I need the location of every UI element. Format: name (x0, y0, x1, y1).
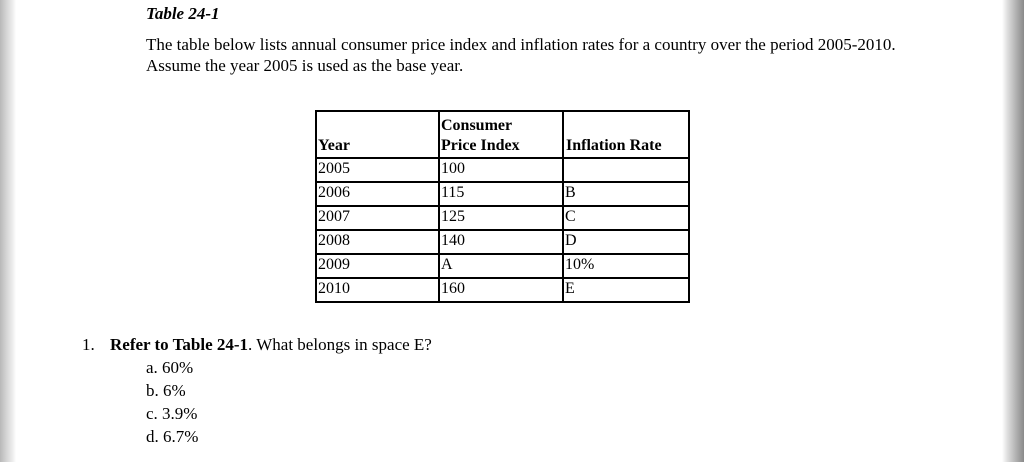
cell-year: 2005 (315, 157, 440, 183)
answer-letter: b. (146, 381, 159, 400)
table-row: 2009 A 10% (315, 253, 690, 279)
cell-inflation: D (562, 229, 690, 255)
header-year: Year (315, 110, 440, 159)
cell-year: 2006 (315, 181, 440, 207)
header-cpi: Consumer Price Index (438, 110, 564, 159)
cell-inflation: B (562, 181, 690, 207)
question-table-reference: Refer to Table 24-1 (110, 335, 249, 354)
cell-inflation: E (562, 277, 690, 303)
answer-letter: c. (146, 404, 158, 423)
cell-inflation (562, 157, 690, 183)
answer-letter: d. (146, 427, 159, 446)
header-inflation: Inflation Rate (562, 110, 690, 159)
cell-inflation: C (562, 205, 690, 231)
cell-year: 2008 (315, 229, 440, 255)
table-row: 2010 160 E (315, 277, 690, 303)
answer-text: 3.9% (162, 404, 198, 423)
table-title: Table 24-1 (146, 4, 220, 23)
cell-cpi: 100 (438, 157, 564, 183)
cell-cpi: A (438, 253, 564, 279)
cpi-table: Year Consumer Price Index Inflation Rate… (315, 110, 690, 303)
right-page-shadow (1002, 0, 1024, 462)
question-number: 1. (82, 335, 95, 354)
answer-text: 60% (162, 358, 194, 377)
cell-year: 2010 (315, 277, 440, 303)
answer-option-b: b. 6% (146, 379, 198, 402)
cell-cpi: 160 (438, 277, 564, 303)
question: 1. Refer to Table 24-1. What belongs in s… (82, 334, 432, 356)
cell-year: 2007 (315, 205, 440, 231)
left-page-shadow (0, 0, 16, 462)
table-row: 2005 100 (315, 157, 690, 183)
table-row: 2008 140 D (315, 229, 690, 255)
table-row: 2007 125 C (315, 205, 690, 231)
answer-option-a: a. 60% (146, 356, 198, 379)
answer-letter: a. (146, 358, 158, 377)
table-row: 2006 115 B (315, 181, 690, 207)
cell-cpi: 140 (438, 229, 564, 255)
cell-cpi: 115 (438, 181, 564, 207)
answer-option-c: c. 3.9% (146, 402, 198, 425)
cell-cpi: 125 (438, 205, 564, 231)
answer-option-d: d. 6.7% (146, 425, 198, 448)
header-cpi-line1: Consumer (441, 117, 513, 134)
cell-inflation: 10% (562, 253, 690, 279)
answer-text: 6% (163, 381, 186, 400)
cell-year: 2009 (315, 253, 440, 279)
intro-paragraph: The table below lists annual consumer pr… (146, 35, 896, 75)
answer-list: a. 60% b. 6% c. 3.9% d. 6.7% (146, 356, 198, 448)
question-text: . What belongs in space E? (248, 335, 432, 354)
header-cpi-line2: Price Index (441, 137, 520, 154)
table-header-row: Year Consumer Price Index Inflation Rate (315, 110, 690, 159)
answer-text: 6.7% (163, 427, 199, 446)
